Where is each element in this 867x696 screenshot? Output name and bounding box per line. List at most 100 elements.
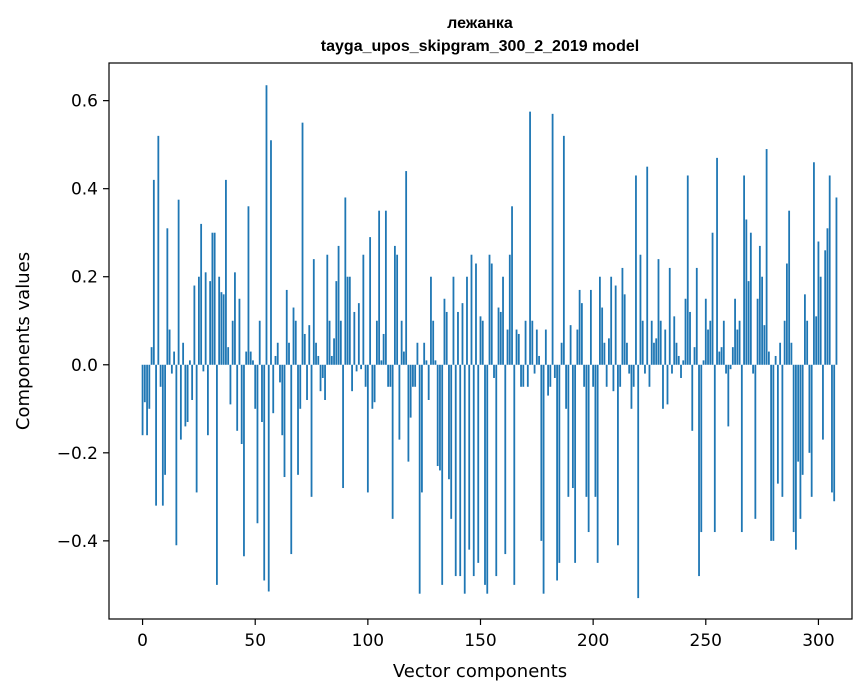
bar xyxy=(448,364,450,480)
bar xyxy=(587,364,590,533)
bar xyxy=(513,364,516,585)
bar xyxy=(477,364,480,563)
bar xyxy=(197,276,200,365)
bar xyxy=(594,364,597,497)
bar xyxy=(801,364,804,475)
bar xyxy=(574,364,577,563)
bar xyxy=(152,179,155,365)
bar xyxy=(813,162,815,365)
bar xyxy=(686,175,689,365)
bar xyxy=(184,364,187,427)
bar xyxy=(601,307,604,365)
bar xyxy=(405,171,408,365)
bar xyxy=(529,111,531,365)
bar xyxy=(666,364,669,405)
bar xyxy=(229,364,232,405)
bar xyxy=(693,347,696,365)
bar xyxy=(815,316,818,365)
bar xyxy=(380,360,383,365)
bar xyxy=(720,347,723,365)
bar xyxy=(225,179,227,365)
bar xyxy=(520,364,522,387)
bar xyxy=(831,364,833,493)
bar xyxy=(375,320,378,365)
bars-group xyxy=(141,85,838,599)
bar xyxy=(292,307,295,365)
bar xyxy=(364,364,367,387)
bar xyxy=(200,223,203,365)
bar xyxy=(736,329,739,365)
bar xyxy=(817,241,820,365)
bar xyxy=(767,351,770,365)
bar xyxy=(400,320,403,365)
bar xyxy=(630,364,633,409)
bar xyxy=(583,364,586,387)
bar xyxy=(150,347,153,365)
bar xyxy=(776,364,779,484)
bar xyxy=(281,364,284,436)
bar xyxy=(218,276,221,365)
bar xyxy=(515,329,518,365)
bar xyxy=(743,175,745,365)
bar xyxy=(826,228,829,365)
bar xyxy=(799,364,802,519)
bar xyxy=(765,149,768,365)
bar xyxy=(781,364,784,497)
bar xyxy=(835,197,838,365)
bar xyxy=(833,364,836,502)
bar xyxy=(369,237,372,365)
bar xyxy=(700,364,703,533)
bar xyxy=(173,351,176,365)
bar xyxy=(328,320,331,365)
bar xyxy=(754,364,757,519)
bar xyxy=(558,364,561,563)
bar xyxy=(639,254,642,365)
bar xyxy=(270,140,272,365)
plot-area-frame xyxy=(108,62,853,620)
bar xyxy=(599,276,601,365)
bar xyxy=(186,364,189,422)
chart-title: лежанка xyxy=(447,15,513,32)
bar xyxy=(819,276,822,365)
bar xyxy=(297,364,299,475)
bar xyxy=(177,199,180,365)
bar xyxy=(209,281,212,365)
bar xyxy=(761,276,764,365)
bar xyxy=(822,364,824,440)
bar xyxy=(578,289,581,365)
bar xyxy=(216,364,218,585)
bar xyxy=(704,298,707,365)
bar xyxy=(312,259,315,365)
bar xyxy=(747,281,750,365)
bar xyxy=(299,364,302,409)
bar xyxy=(436,364,439,467)
bar xyxy=(430,276,432,365)
bar xyxy=(623,294,626,365)
bar xyxy=(490,263,493,365)
bar xyxy=(243,364,245,557)
bar xyxy=(792,364,795,533)
bar xyxy=(695,267,698,365)
bar xyxy=(488,254,491,365)
y-tick-label: 0.0 xyxy=(71,356,98,376)
bar xyxy=(565,364,568,409)
bar xyxy=(321,364,324,378)
bar xyxy=(673,316,676,365)
bar xyxy=(711,232,714,365)
x-tick-label: 50 xyxy=(244,631,266,651)
bar xyxy=(533,364,536,374)
bar xyxy=(596,364,599,563)
bar xyxy=(213,232,216,365)
bar xyxy=(195,364,198,493)
bar xyxy=(617,364,619,546)
bar xyxy=(646,166,649,365)
bar xyxy=(256,364,259,524)
y-tick-label: −0.2 xyxy=(57,444,98,464)
bar xyxy=(508,254,511,365)
bar xyxy=(549,364,552,387)
bar xyxy=(664,329,667,365)
bar xyxy=(276,342,279,365)
bar xyxy=(585,364,588,497)
bar xyxy=(547,364,549,396)
